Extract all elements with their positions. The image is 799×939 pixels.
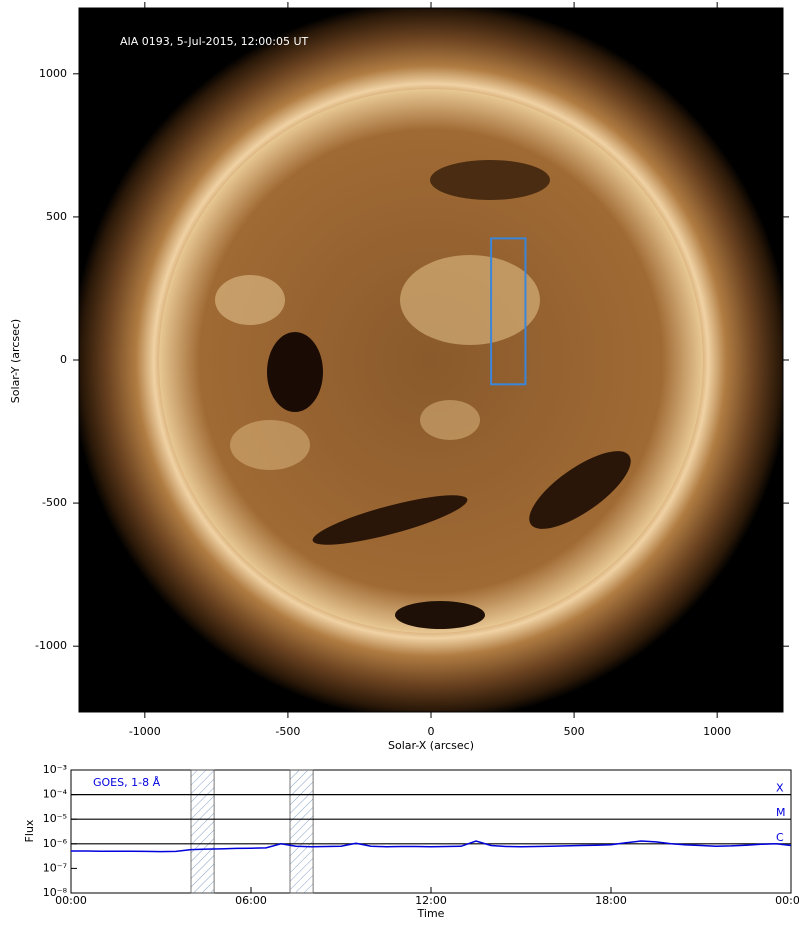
x-tick-label: -500 xyxy=(275,725,300,738)
interval xyxy=(190,769,215,894)
solar-image xyxy=(79,8,783,712)
y-tick-label: 500 xyxy=(46,210,67,223)
series-line xyxy=(71,840,792,853)
x-tick-label: 06:00 xyxy=(235,894,267,907)
coronal-hole xyxy=(430,160,550,200)
x-axis-label: Time xyxy=(417,907,445,920)
active-region xyxy=(400,255,540,345)
x-axis-label: Solar-X (arcsec) xyxy=(388,739,474,752)
solar-disk xyxy=(159,89,703,633)
active-region xyxy=(420,400,480,440)
coronal-hole xyxy=(267,332,323,412)
level-label: C xyxy=(776,831,784,844)
level-label: X xyxy=(776,782,784,795)
y-axis-label: Solar-Y (arcsec) xyxy=(9,319,22,403)
interval xyxy=(289,769,314,894)
y-tick-label: 10⁻⁷ xyxy=(43,861,67,874)
active-region xyxy=(230,420,310,470)
y-tick-label: -1000 xyxy=(35,639,67,652)
x-tick-label: -1000 xyxy=(129,725,161,738)
x-tick-label: 12:00 xyxy=(415,894,447,907)
x-tick-label: 18:00 xyxy=(595,894,627,907)
y-tick-label: 10⁻³ xyxy=(43,763,67,776)
x-tick-label: 00:00 xyxy=(55,894,87,907)
y-tick-label: -500 xyxy=(42,496,67,509)
annotation: AIA 0193, 5-Jul-2015, 12:00:05 UT xyxy=(120,35,309,48)
y-tick-label: 10⁻⁸ xyxy=(43,886,68,899)
y-axis-label: Flux xyxy=(23,819,36,842)
x-tick-label: 0 xyxy=(428,725,435,738)
x-tick-label: 1000 xyxy=(703,725,731,738)
level-label: M xyxy=(776,806,786,819)
y-tick-label: 10⁻⁶ xyxy=(43,837,68,850)
active-region xyxy=(215,275,285,325)
y-tick-label: 0 xyxy=(60,353,67,366)
region-box xyxy=(490,237,527,386)
coronal-hole xyxy=(529,451,631,529)
plot-frame xyxy=(70,769,792,894)
legend-label: GOES, 1-8 Å xyxy=(93,776,161,789)
y-tick-label: 1000 xyxy=(39,67,67,80)
x-tick-label: 00:00 xyxy=(775,894,799,907)
x-tick-label: 500 xyxy=(564,725,585,738)
coronal-hole xyxy=(395,601,485,629)
y-tick-label: 10⁻⁵ xyxy=(43,812,67,825)
y-tick-label: 10⁻⁴ xyxy=(43,788,68,801)
coronal-hole xyxy=(312,495,468,545)
